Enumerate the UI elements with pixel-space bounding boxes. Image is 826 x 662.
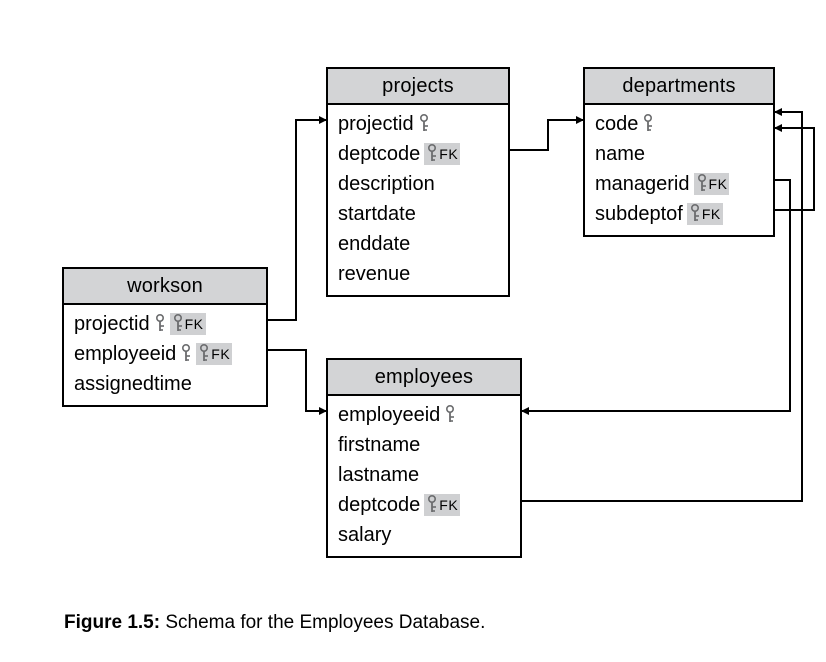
column-employees-employeeid: employeeid: [338, 400, 510, 430]
primary-key-icon: [154, 314, 166, 334]
column-employees-deptcode: deptcodeFK: [338, 490, 510, 520]
figure-caption: Figure 1.5: Schema for the Employees Dat…: [64, 612, 485, 634]
diagram-canvas: { "figure": { "width_px": 826, "height_p…: [0, 0, 826, 662]
table-employees: employeesemployeeidfirstnamelastnamedept…: [326, 358, 522, 558]
column-departments-code: code: [595, 109, 763, 139]
foreign-key-icon: FK: [196, 343, 232, 365]
column-label: managerid: [595, 169, 690, 199]
column-label: revenue: [338, 259, 410, 289]
table-header-workson: workson: [64, 269, 266, 305]
column-label: deptcode: [338, 139, 420, 169]
primary-key-icon: [642, 114, 654, 134]
connector-departments-subdeptof-to-departments: [775, 128, 814, 210]
column-label: lastname: [338, 460, 419, 490]
figure-caption-text: Schema for the Employees Database.: [160, 612, 485, 633]
column-projects-deptcode: deptcodeFK: [338, 139, 498, 169]
primary-key-icon: [444, 405, 456, 425]
table-body-workson: projectidFKemployeeidFKassignedtime: [64, 305, 266, 405]
table-projects: projectsprojectiddeptcodeFKdescriptionst…: [326, 67, 510, 297]
connector-workson-employeeid-to-employees: [268, 350, 326, 411]
column-projects-revenue: revenue: [338, 259, 498, 289]
table-body-departments: codenamemanageridFKsubdeptofFK: [585, 105, 773, 235]
foreign-key-icon: FK: [424, 494, 460, 516]
table-header-projects: projects: [328, 69, 508, 105]
column-employees-firstname: firstname: [338, 430, 510, 460]
primary-key-icon: [180, 344, 192, 364]
column-label: code: [595, 109, 638, 139]
column-label: assignedtime: [74, 369, 192, 399]
foreign-key-icon: FK: [687, 203, 723, 225]
table-body-projects: projectiddeptcodeFKdescriptionstartdatee…: [328, 105, 508, 295]
column-workson-assignedtime: assignedtime: [74, 369, 256, 399]
connector-workson-projectid-to-projects: [268, 120, 326, 320]
column-projects-description: description: [338, 169, 498, 199]
column-label: salary: [338, 520, 391, 550]
column-label: name: [595, 139, 645, 169]
table-workson: worksonprojectidFKemployeeidFKassignedti…: [62, 267, 268, 407]
column-employees-lastname: lastname: [338, 460, 510, 490]
column-workson-projectid: projectid FK: [74, 309, 256, 339]
column-employees-salary: salary: [338, 520, 510, 550]
column-departments-subdeptof: subdeptofFK: [595, 199, 763, 229]
figure-number: Figure 1.5:: [64, 612, 160, 633]
table-header-employees: employees: [328, 360, 520, 396]
table-header-departments: departments: [585, 69, 773, 105]
column-label: description: [338, 169, 435, 199]
table-body-employees: employeeidfirstnamelastnamedeptcodeFKsal…: [328, 396, 520, 556]
column-label: deptcode: [338, 490, 420, 520]
foreign-key-icon: FK: [170, 313, 206, 335]
column-label: firstname: [338, 430, 420, 460]
column-label: employeeid: [338, 400, 440, 430]
column-label: projectid: [74, 309, 150, 339]
table-departments: departmentscodenamemanageridFKsubdeptofF…: [583, 67, 775, 237]
column-projects-projectid: projectid: [338, 109, 498, 139]
column-label: employeeid: [74, 339, 176, 369]
column-workson-employeeid: employeeid FK: [74, 339, 256, 369]
column-departments-name: name: [595, 139, 763, 169]
column-projects-enddate: enddate: [338, 229, 498, 259]
column-departments-managerid: manageridFK: [595, 169, 763, 199]
column-label: startdate: [338, 199, 416, 229]
connector-projects-deptcode-to-departments: [510, 120, 583, 150]
foreign-key-icon: FK: [694, 173, 730, 195]
column-label: enddate: [338, 229, 410, 259]
foreign-key-icon: FK: [424, 143, 460, 165]
primary-key-icon: [418, 114, 430, 134]
column-projects-startdate: startdate: [338, 199, 498, 229]
column-label: subdeptof: [595, 199, 683, 229]
column-label: projectid: [338, 109, 414, 139]
